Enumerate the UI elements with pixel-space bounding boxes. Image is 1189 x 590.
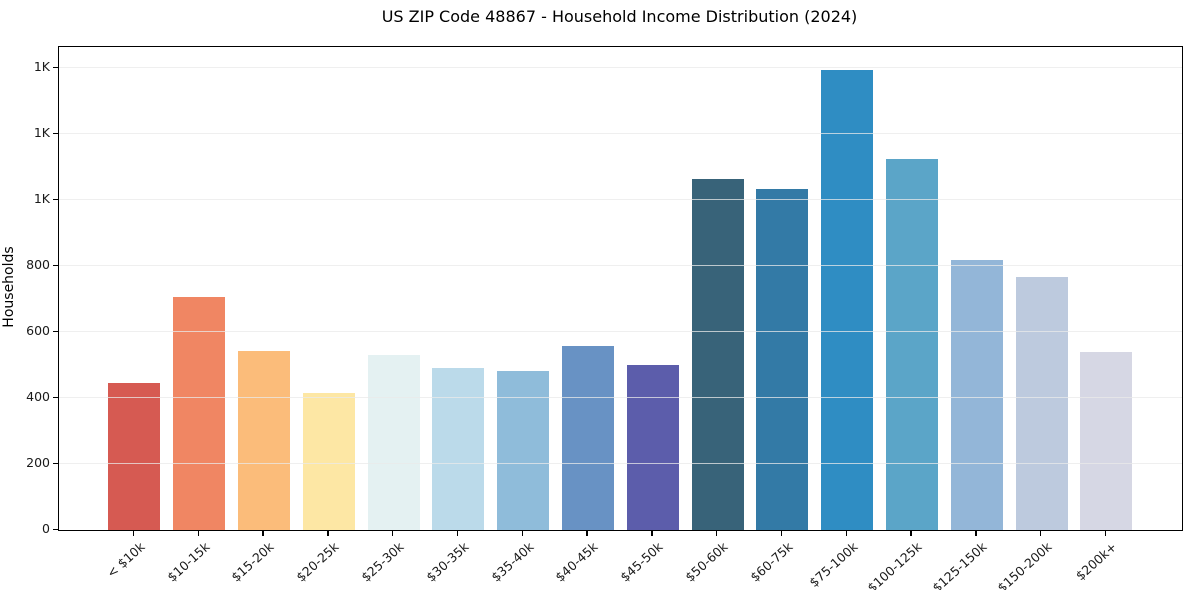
x-tick-mark	[651, 531, 653, 536]
x-tick-mark	[845, 531, 847, 536]
gridline-y-1400	[59, 67, 1182, 69]
bar-20-25k	[302, 392, 355, 530]
x-tick-mark	[456, 531, 459, 536]
bar-75-100k	[821, 69, 874, 530]
y-tick-label: 600	[26, 323, 50, 339]
y-tick-label: 400	[26, 389, 50, 405]
gridline-y-1000	[59, 199, 1182, 201]
y-tick-mark	[53, 66, 58, 69]
x-tick-mark	[262, 531, 264, 536]
bar-100-125k	[885, 159, 938, 530]
bar-15-20k	[237, 350, 290, 530]
x-tick-label: $25-30k	[358, 539, 407, 585]
gridline-y-600	[59, 331, 1182, 333]
gridline-y-200	[59, 462, 1182, 465]
y-tick-mark	[53, 528, 58, 530]
x-tick-label: $35-40k	[487, 539, 537, 585]
y-tick-mark	[53, 132, 58, 135]
x-tick-mark	[780, 531, 783, 536]
y-tick-mark	[53, 330, 58, 333]
x-tick-label: $200k+	[1072, 539, 1120, 584]
x-tick-label: $75-100k	[805, 539, 861, 590]
bar-200k	[1080, 351, 1133, 530]
y-tick-label: 200	[26, 455, 50, 471]
bar-25-30k	[367, 355, 420, 530]
x-tick-mark	[197, 531, 199, 536]
x-tick-label: $20-25k	[293, 539, 342, 585]
bar-10k	[108, 383, 161, 530]
bar-125-150k	[950, 259, 1003, 530]
x-tick-label: $125-150k	[929, 539, 990, 590]
plot-area	[58, 46, 1183, 531]
x-tick-label: < $10k	[103, 539, 148, 581]
y-tick-mark	[53, 264, 58, 267]
x-tick-label: $50-60k	[682, 539, 731, 585]
x-tick-mark	[1104, 531, 1107, 536]
x-tick-label: $15-20k	[228, 539, 277, 585]
bar-40-45k	[561, 346, 614, 530]
x-tick-mark	[716, 531, 718, 536]
x-tick-label: $60-75k	[747, 539, 796, 585]
bar-10-15k	[173, 297, 226, 530]
bar-150-200k	[1015, 276, 1068, 530]
chart-title: US ZIP Code 48867 - Household Income Dis…	[381, 7, 858, 26]
x-tick-label: $40-45k	[552, 539, 601, 585]
y-tick-label: 800	[26, 257, 50, 273]
x-tick-mark	[975, 531, 977, 536]
bar-35-40k	[497, 371, 550, 530]
x-tick-mark	[392, 531, 394, 536]
y-tick-label: 1K	[33, 125, 50, 141]
y-tick-label: 1K	[33, 59, 50, 75]
y-tick-mark	[53, 462, 58, 464]
bar-60-75k	[756, 188, 809, 530]
y-tick-mark	[53, 198, 58, 201]
y-tick-label: 1K	[33, 191, 50, 207]
gridline-y-1200	[59, 133, 1182, 135]
y-tick-mark	[53, 396, 58, 398]
y-tick-label: 0	[42, 521, 50, 536]
x-tick-label: $100-125k	[864, 539, 925, 590]
gridline-y-400	[59, 396, 1182, 399]
x-tick-label: $150-200k	[994, 539, 1055, 590]
x-tick-mark	[327, 531, 329, 536]
x-tick-label: $45-50k	[617, 539, 666, 585]
x-tick-mark	[1040, 531, 1042, 536]
gridline-y-800	[59, 265, 1182, 267]
bar-30-35k	[432, 368, 485, 530]
x-tick-label: $10-15k	[163, 539, 213, 585]
x-tick-label: $30-35k	[423, 539, 472, 585]
x-tick-mark	[910, 531, 912, 536]
bar-50-60k	[691, 178, 744, 530]
x-tick-mark	[521, 531, 523, 536]
x-tick-mark	[586, 531, 588, 536]
bar-45-50k	[626, 365, 679, 530]
x-tick-mark	[132, 531, 135, 536]
